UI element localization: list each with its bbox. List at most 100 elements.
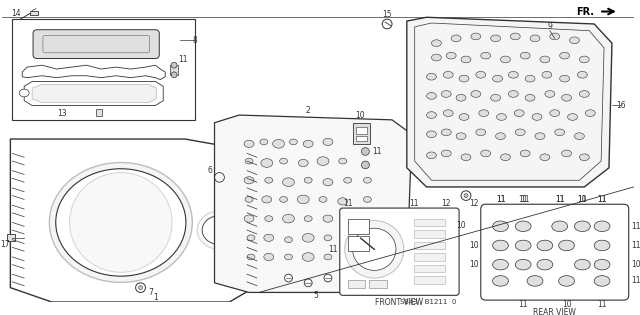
Ellipse shape bbox=[19, 89, 29, 97]
Ellipse shape bbox=[545, 91, 555, 97]
Ellipse shape bbox=[594, 240, 610, 251]
Ellipse shape bbox=[324, 235, 332, 241]
Ellipse shape bbox=[265, 177, 273, 183]
Ellipse shape bbox=[508, 72, 518, 78]
Polygon shape bbox=[32, 84, 156, 103]
Ellipse shape bbox=[202, 216, 237, 244]
Ellipse shape bbox=[442, 150, 451, 157]
Text: 10: 10 bbox=[356, 111, 365, 120]
Bar bbox=[30, 10, 38, 15]
Ellipse shape bbox=[323, 215, 333, 222]
Text: 10: 10 bbox=[469, 241, 479, 250]
Text: S843 - B1211  0: S843 - B1211 0 bbox=[401, 299, 457, 305]
Ellipse shape bbox=[280, 158, 287, 164]
Ellipse shape bbox=[515, 129, 525, 136]
Ellipse shape bbox=[264, 253, 274, 261]
Ellipse shape bbox=[515, 221, 531, 232]
Ellipse shape bbox=[559, 52, 570, 59]
Ellipse shape bbox=[493, 259, 508, 270]
Ellipse shape bbox=[520, 150, 530, 157]
Circle shape bbox=[70, 173, 172, 272]
Ellipse shape bbox=[302, 253, 314, 261]
Text: 2: 2 bbox=[306, 106, 310, 115]
Text: 12: 12 bbox=[469, 199, 479, 208]
Bar bbox=[348, 280, 365, 288]
Bar bbox=[353, 123, 371, 144]
Text: FRONT VIEW: FRONT VIEW bbox=[375, 298, 423, 306]
Polygon shape bbox=[407, 17, 612, 187]
Ellipse shape bbox=[540, 56, 550, 63]
Ellipse shape bbox=[245, 158, 253, 164]
Text: 11: 11 bbox=[631, 241, 640, 250]
Ellipse shape bbox=[265, 216, 273, 221]
Circle shape bbox=[362, 148, 369, 155]
Text: 11: 11 bbox=[578, 195, 587, 204]
Ellipse shape bbox=[442, 129, 451, 136]
Ellipse shape bbox=[319, 197, 327, 202]
FancyBboxPatch shape bbox=[43, 36, 149, 53]
Ellipse shape bbox=[247, 235, 255, 241]
Ellipse shape bbox=[431, 40, 442, 47]
Ellipse shape bbox=[575, 133, 584, 140]
Ellipse shape bbox=[481, 150, 491, 157]
Ellipse shape bbox=[530, 35, 540, 42]
Text: 11: 11 bbox=[178, 55, 188, 64]
Ellipse shape bbox=[568, 114, 577, 120]
Text: 11: 11 bbox=[597, 195, 607, 204]
Ellipse shape bbox=[532, 114, 542, 120]
Ellipse shape bbox=[575, 221, 590, 232]
Ellipse shape bbox=[459, 75, 469, 82]
Ellipse shape bbox=[491, 94, 500, 101]
Ellipse shape bbox=[575, 259, 590, 270]
Ellipse shape bbox=[559, 75, 570, 82]
Text: 7: 7 bbox=[148, 288, 153, 297]
Text: 9: 9 bbox=[547, 22, 552, 32]
Ellipse shape bbox=[244, 177, 254, 184]
Ellipse shape bbox=[456, 94, 466, 101]
Ellipse shape bbox=[515, 259, 531, 270]
Ellipse shape bbox=[540, 154, 550, 161]
Ellipse shape bbox=[431, 54, 442, 61]
Ellipse shape bbox=[323, 138, 333, 146]
Bar bbox=[12, 19, 195, 120]
Ellipse shape bbox=[493, 240, 508, 251]
Text: 11: 11 bbox=[555, 195, 564, 204]
Circle shape bbox=[139, 286, 143, 289]
Text: 14: 14 bbox=[12, 9, 21, 18]
Ellipse shape bbox=[493, 75, 502, 82]
Ellipse shape bbox=[298, 159, 308, 167]
Ellipse shape bbox=[426, 152, 436, 159]
Text: 10: 10 bbox=[631, 260, 640, 269]
Ellipse shape bbox=[594, 276, 610, 286]
Ellipse shape bbox=[304, 216, 312, 221]
Ellipse shape bbox=[344, 216, 351, 221]
Ellipse shape bbox=[495, 133, 506, 140]
Text: 11: 11 bbox=[520, 195, 530, 204]
Ellipse shape bbox=[444, 72, 453, 78]
Ellipse shape bbox=[442, 91, 451, 97]
Ellipse shape bbox=[273, 140, 285, 148]
Ellipse shape bbox=[493, 221, 508, 232]
Ellipse shape bbox=[426, 112, 436, 118]
Ellipse shape bbox=[285, 237, 292, 243]
Ellipse shape bbox=[555, 129, 564, 136]
Bar bbox=[348, 219, 369, 234]
Bar bbox=[413, 219, 445, 226]
Ellipse shape bbox=[283, 178, 294, 186]
Circle shape bbox=[362, 161, 369, 169]
Bar bbox=[369, 280, 387, 288]
Ellipse shape bbox=[510, 33, 520, 40]
Bar bbox=[356, 136, 367, 141]
Ellipse shape bbox=[594, 259, 610, 270]
Ellipse shape bbox=[537, 259, 553, 270]
Ellipse shape bbox=[525, 94, 535, 101]
Text: 13: 13 bbox=[57, 109, 67, 117]
Ellipse shape bbox=[197, 211, 242, 249]
Ellipse shape bbox=[491, 35, 500, 42]
Ellipse shape bbox=[344, 177, 351, 183]
Ellipse shape bbox=[479, 110, 489, 117]
Text: 11: 11 bbox=[631, 222, 640, 231]
FancyBboxPatch shape bbox=[340, 208, 459, 295]
Ellipse shape bbox=[527, 276, 543, 286]
Ellipse shape bbox=[317, 157, 329, 165]
